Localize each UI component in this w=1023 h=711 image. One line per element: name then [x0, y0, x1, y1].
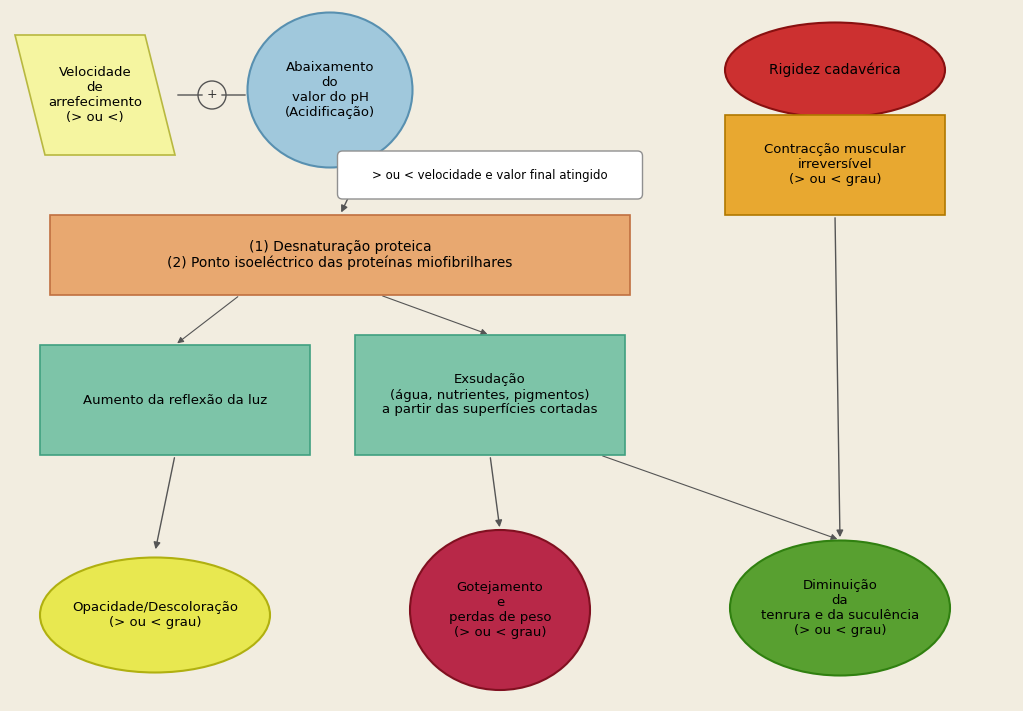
- Text: Contracção muscular
irreversível
(> ou < grau): Contracção muscular irreversível (> ou <…: [764, 144, 905, 186]
- Text: Abaixamento
do
valor do pH
(Acidificação): Abaixamento do valor do pH (Acidificação…: [285, 61, 375, 119]
- Text: Rigidez cadavérica: Rigidez cadavérica: [769, 63, 901, 77]
- FancyBboxPatch shape: [40, 345, 310, 455]
- Ellipse shape: [40, 557, 270, 673]
- Text: Exsudação
(água, nutrientes, pigmentos)
a partir das superfícies cortadas: Exsudação (água, nutrientes, pigmentos) …: [383, 373, 597, 417]
- FancyBboxPatch shape: [355, 335, 625, 455]
- Text: Gotejamento
e
perdas de peso
(> ou < grau): Gotejamento e perdas de peso (> ou < gra…: [449, 581, 551, 639]
- Text: Diminuição
da
tenrura e da suculência
(> ou < grau): Diminuição da tenrura e da suculência (>…: [761, 579, 919, 637]
- FancyBboxPatch shape: [50, 215, 630, 295]
- Text: Opacidade/Descoloração
(> ou < grau): Opacidade/Descoloração (> ou < grau): [72, 601, 238, 629]
- Text: Velocidade
de
arrefecimento
(> ou <): Velocidade de arrefecimento (> ou <): [48, 66, 142, 124]
- Ellipse shape: [248, 13, 412, 168]
- FancyBboxPatch shape: [725, 115, 945, 215]
- Polygon shape: [15, 35, 175, 155]
- Text: > ou < velocidade e valor final atingido: > ou < velocidade e valor final atingido: [372, 169, 608, 181]
- Text: +: +: [207, 88, 217, 102]
- Text: (1) Desnaturação proteica
(2) Ponto isoeléctrico das proteínas miofibrilhares: (1) Desnaturação proteica (2) Ponto isoe…: [168, 240, 513, 270]
- Ellipse shape: [410, 530, 590, 690]
- Text: Aumento da reflexão da luz: Aumento da reflexão da luz: [83, 393, 267, 407]
- Ellipse shape: [725, 23, 945, 117]
- FancyBboxPatch shape: [338, 151, 642, 199]
- Ellipse shape: [730, 540, 950, 675]
